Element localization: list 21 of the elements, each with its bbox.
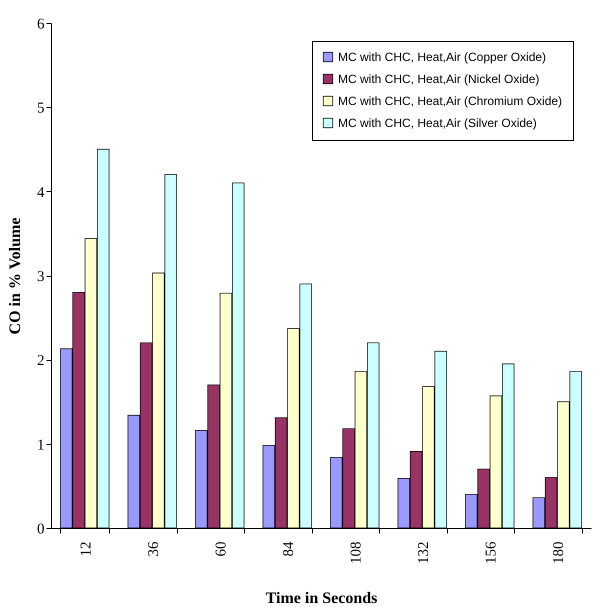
legend-label: MC with CHC, Heat,Air (Chromium Oxide) bbox=[338, 94, 562, 108]
y-tick-label: 0 bbox=[37, 522, 44, 538]
y-tick-label: 1 bbox=[37, 437, 44, 454]
x-axis-title: Time in Seconds bbox=[266, 590, 378, 607]
x-tick-label: 84 bbox=[280, 541, 297, 556]
legend-label: MC with CHC, Heat,Air (Silver Oxide) bbox=[338, 116, 537, 130]
y-tick-label: 6 bbox=[37, 16, 45, 32]
x-tick-label: 108 bbox=[348, 542, 364, 564]
y-tick-label: 4 bbox=[37, 184, 45, 201]
x-tick-label: 36 bbox=[146, 541, 162, 556]
y-tick-label: 2 bbox=[37, 353, 44, 370]
x-tick-label: 156 bbox=[483, 541, 500, 564]
legend-label: MC with CHC, Heat,Air (Copper Oxide) bbox=[338, 50, 546, 64]
y-tick-label: 3 bbox=[37, 269, 44, 285]
x-tick-label: 180 bbox=[550, 542, 567, 564]
y-tick-label: 5 bbox=[37, 100, 44, 117]
x-tick-label: 60 bbox=[213, 542, 230, 556]
legend-label: MC with CHC, Heat,Air (Nickel Oxide) bbox=[338, 72, 540, 86]
x-tick-label: 12 bbox=[78, 542, 94, 556]
y-axis-title: CO in % Volume bbox=[7, 218, 24, 334]
x-tick-label: 132 bbox=[416, 542, 432, 564]
